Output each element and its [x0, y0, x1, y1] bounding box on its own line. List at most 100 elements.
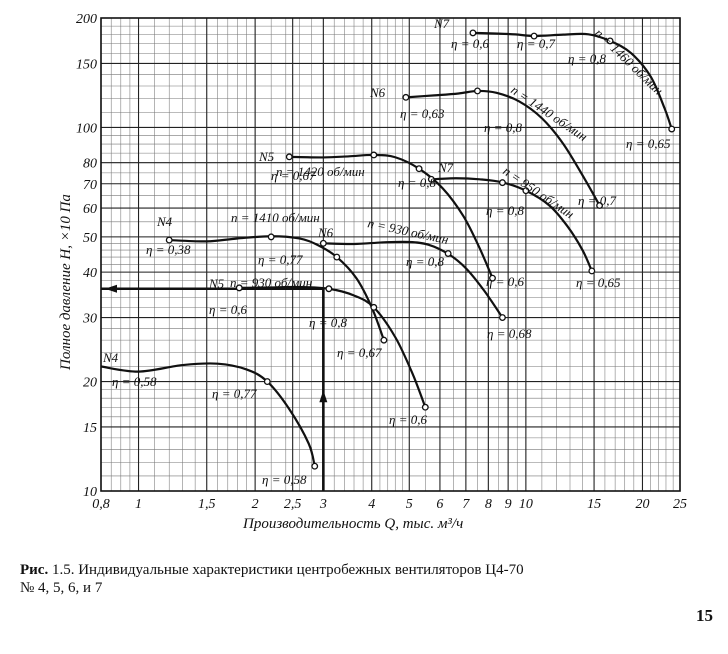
curve-annotation: N6: [317, 225, 334, 240]
series-line-8: [472, 31, 673, 130]
x-tick-label: 8: [485, 497, 492, 512]
curve-annotation: N4: [102, 350, 119, 365]
curve-annotation: η = 0,77: [212, 386, 257, 401]
series-point: [498, 179, 506, 187]
curve-annotation: n = 1410 об/мин: [231, 210, 320, 225]
x-tick-labels: 0,8 1 1,5 2 2,5 3 4 5 6 7 8 9 10 15 20 25: [92, 497, 687, 512]
series-point: [380, 336, 388, 344]
curve-annotation: η = 0,58: [112, 374, 157, 389]
series-point: [668, 125, 676, 133]
series-point: [489, 274, 496, 282]
y-tick-label: 50: [83, 231, 97, 246]
series-point: [421, 403, 429, 411]
series-point: [498, 314, 506, 321]
y-tick-label: 15: [83, 421, 97, 436]
series-point: [285, 153, 293, 161]
x-tick-label: 9: [505, 497, 512, 512]
curve-annotation: η = 0,8: [568, 51, 606, 66]
y-tick-label: 70: [83, 178, 97, 193]
curve-annotation: η = 0,68: [487, 326, 532, 341]
x-tick-label: 4: [368, 497, 375, 512]
curve-annotation: η = 0,8: [309, 315, 347, 330]
series-point: [311, 462, 319, 470]
curve-annotation: η = 0,38: [146, 242, 191, 257]
series-point: [415, 165, 423, 173]
plot-frame: [100, 17, 681, 492]
series-point: [325, 285, 333, 293]
curve-annotation: η = 0,7: [578, 193, 616, 208]
curve-annotation: η = 0,65: [626, 136, 671, 151]
curve-annotations: N4 η = 0,58 η = 0,77 η = 0,58 N4 η = 0,38 n = …: [102, 16, 671, 487]
curve-annotation: η = 0,6: [209, 302, 247, 317]
caption-lead: Рис.: [20, 562, 49, 578]
y-axis-label: Полное давление H, ×10 Па: [58, 194, 74, 371]
x-axis-label: Производительность Q, тыс. м³/ч: [242, 516, 463, 532]
series-point: [263, 378, 271, 386]
series-point: [588, 267, 596, 275]
x-tick-label: 2: [252, 497, 259, 512]
series-point: [370, 303, 378, 311]
curve-annotation: η = 0,67: [271, 168, 316, 183]
y-tick-label: 10: [83, 485, 97, 500]
curve-annotation: η = 0,6: [486, 274, 524, 289]
series-point: [596, 202, 604, 209]
caption-number: 1.5.: [51, 562, 75, 578]
curve-annotation: N7: [433, 16, 450, 31]
y-tick-labels: 10 15 20 30 40 50 60 70 80 100 150 200: [76, 12, 97, 500]
example-arrow-left: [105, 284, 117, 293]
x-tick-label: 1,5: [198, 497, 216, 512]
series-point: [522, 187, 530, 195]
curve-annotation: η = 0,8: [406, 254, 444, 269]
x-tick-label: 1: [135, 497, 142, 512]
x-tick-label: 7: [462, 497, 470, 512]
series-point: [235, 284, 243, 292]
curve-annotation: η = 0,67: [337, 345, 382, 360]
y-tick-label: 80: [83, 157, 97, 172]
y-tick-label: 150: [76, 57, 97, 72]
series-point: [402, 93, 410, 101]
series-line-3: [239, 285, 427, 408]
curve-annotation: N7: [437, 160, 454, 175]
x-tick-label: 6: [436, 497, 443, 512]
curve-annotation: N4: [156, 214, 173, 229]
caption-text-line2: № 4, 5, 6, и 7: [20, 580, 103, 596]
series-point: [606, 37, 614, 45]
series-point: [267, 233, 275, 241]
y-tick-label: 60: [83, 202, 97, 217]
series-line-5: [323, 240, 504, 319]
curve-annotation: η = 0,8: [398, 175, 436, 190]
curve-annotation: N5: [208, 276, 225, 291]
x-tick-label: 0,8: [92, 497, 110, 512]
y-tick-label: 40: [83, 266, 97, 281]
curve-annotation: η = 0,7: [517, 36, 555, 51]
series-point: [469, 29, 477, 37]
curve-annotation: N5: [258, 149, 275, 164]
curve-annotation: η = 0,8: [486, 203, 524, 218]
curve-annotation: n = 1420 об/мин: [276, 164, 365, 179]
y-tick-label: 200: [76, 12, 97, 27]
series-line-4: [289, 153, 494, 279]
x-tick-label: 20: [635, 497, 649, 512]
curve-annotation: η = 0,58: [262, 472, 307, 487]
curve-annotation: η = 0,6: [389, 412, 427, 427]
y-tick-label: 100: [76, 121, 97, 136]
x-tick-label: 10: [519, 497, 533, 512]
curve-annotation: η = 0,77: [258, 252, 303, 267]
series-point: [370, 151, 378, 159]
x-tick-label: 25: [673, 497, 687, 512]
x-tick-label: 2,5: [284, 497, 302, 512]
curve-annotation: n = 930 об/мин: [230, 275, 312, 290]
major-grid: [100, 17, 681, 492]
y-tick-label: 20: [83, 376, 97, 391]
x-tick-label: 5: [406, 497, 413, 512]
series-point: [333, 253, 341, 261]
series-point: [427, 175, 435, 183]
curve-annotation: η = 0,6: [451, 36, 489, 51]
y-tick-label: 30: [82, 312, 97, 327]
series-line-6: [405, 89, 601, 207]
curve-annotation: N6: [369, 85, 386, 100]
series-point: [444, 250, 452, 257]
x-tick-label: 15: [587, 497, 601, 512]
series-line-2: [169, 235, 385, 341]
series-point: [530, 32, 538, 40]
